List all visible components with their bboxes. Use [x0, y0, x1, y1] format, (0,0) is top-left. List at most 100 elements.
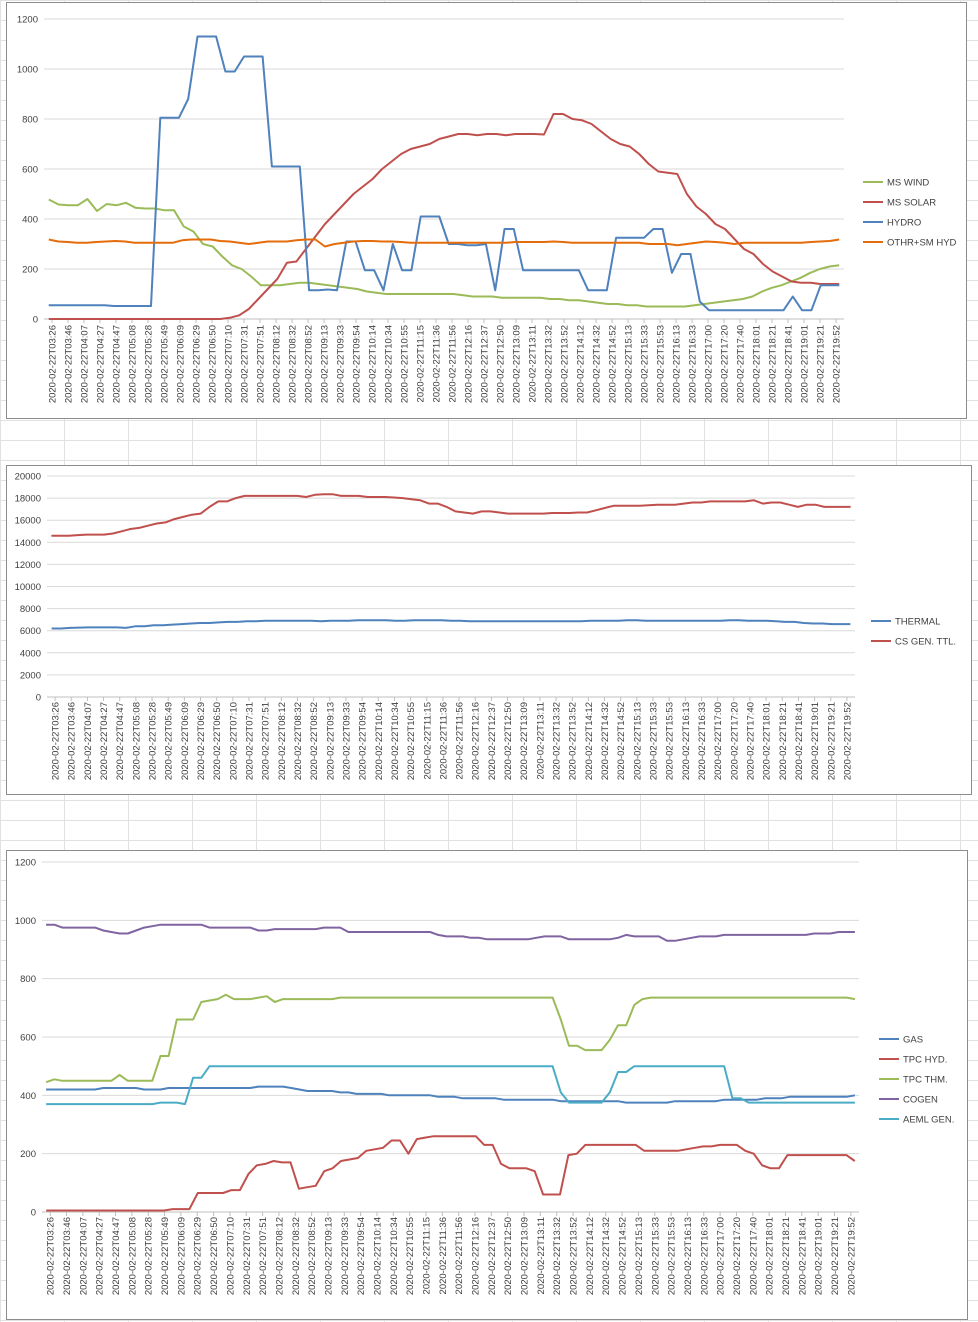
- x-tick-label: 2020-02-22T11:36: [432, 325, 443, 402]
- x-tick-label: 2020-02-22T10:14: [374, 702, 385, 780]
- x-tick-label: 2020-02-22T07:10: [224, 325, 235, 403]
- x-tick-label: 2020-02-22T14:52: [616, 702, 627, 780]
- x-tick-label: 2020-02-22T13:09: [519, 702, 530, 780]
- x-tick-label: 2020-02-22T06:50: [209, 1217, 220, 1295]
- x-tick-label: 2020-02-22T12:37: [487, 1217, 498, 1295]
- x-tick-label: 2020-02-22T10:34: [390, 702, 401, 780]
- x-tick-label: 2020-02-22T03:26: [46, 1217, 57, 1295]
- series-line-tpc-hyd-: [46, 1135, 856, 1212]
- series-line-ms-solar: [48, 113, 840, 320]
- x-tick-label: 2020-02-22T15:13: [632, 702, 643, 780]
- x-tick-label: 2020-02-22T09:33: [341, 702, 352, 780]
- x-tick-label: 2020-02-22T07:10: [228, 702, 239, 780]
- legend-label: OTHR+SM HYD: [887, 238, 957, 249]
- x-tick-label: 2020-02-22T11:56: [454, 1217, 465, 1294]
- x-tick-label: 2020-02-22T08:12: [274, 1217, 285, 1295]
- y-tick-label: 800: [22, 115, 38, 126]
- x-tick-label: 2020-02-22T08:12: [277, 702, 288, 780]
- x-tick-label: 2020-02-22T17:00: [713, 702, 724, 780]
- x-tick-label: 2020-02-22T14:52: [608, 325, 619, 403]
- x-tick-label: 2020-02-22T14:52: [618, 1217, 629, 1295]
- x-tick-label: 2020-02-22T10:34: [389, 1217, 400, 1295]
- x-tick-label: 2020-02-22T07:51: [256, 325, 267, 403]
- x-tick-label: 2020-02-22T06:29: [196, 702, 207, 780]
- x-tick-label: 2020-02-22T18:41: [784, 325, 795, 403]
- legend-label: TPC THM.: [903, 1075, 948, 1086]
- x-tick-label: 2020-02-22T04:07: [78, 1217, 89, 1295]
- y-tick-label: 1000: [17, 65, 38, 76]
- x-tick-label: 2020-02-22T09:13: [325, 702, 336, 780]
- x-tick-label: 2020-02-22T16:13: [672, 325, 683, 403]
- x-tick-label: 2020-02-22T19:01: [810, 702, 821, 780]
- x-tick-label: 2020-02-22T08:12: [272, 325, 283, 403]
- x-tick-label: 2020-02-22T14:32: [601, 1217, 612, 1295]
- y-tick-label: 18000: [15, 494, 41, 505]
- y-tick-label: 400: [20, 1091, 36, 1102]
- series-line-hydro: [48, 35, 840, 312]
- y-tick-label: 400: [22, 215, 38, 226]
- x-tick-label: 2020-02-22T17:00: [716, 1217, 727, 1295]
- x-tick-label: 2020-02-22T09:13: [323, 1217, 334, 1295]
- x-tick-label: 2020-02-22T13:09: [520, 1217, 531, 1295]
- series-line-cs-gen-ttl-: [51, 493, 851, 537]
- chart-1-svg: 0 200 400 600 800 1000 1200 2020-02-22T03:26 202…: [17, 15, 957, 404]
- x-tick-label: 2020-02-22T18:01: [752, 325, 763, 403]
- x-tick-label: 2020-02-22T17:40: [745, 702, 756, 780]
- x-tick-label: 2020-02-22T19:52: [832, 325, 843, 403]
- x-tick-label: 2020-02-22T13:11: [528, 325, 539, 402]
- y-tick-label: 1000: [15, 916, 36, 927]
- x-tick-label: 2020-02-22T04:47: [115, 702, 126, 780]
- x-tick-label: 2020-02-22T04:27: [99, 702, 110, 780]
- y-tick-label: 600: [22, 165, 38, 176]
- x-tick-label: 2020-02-22T06:29: [192, 325, 203, 403]
- legend-label: CS GEN. TTL.: [895, 637, 956, 648]
- chart-3-svg: 0 200 400 600 800 1000 1200 2020-02-22T03:26 202…: [15, 858, 955, 1296]
- x-tick-label: 2020-02-22T10:55: [406, 702, 417, 780]
- chart-3: 0 200 400 600 800 1000 1200 2020-02-22T03:26 202…: [6, 850, 968, 1320]
- x-tick-label: 2020-02-22T17:00: [704, 325, 715, 403]
- y-tick-label: 8000: [20, 604, 41, 615]
- chart-1: 0 200 400 600 800 1000 1200 2020-02-22T03:26 202…: [6, 2, 967, 419]
- x-tick-label: 2020-02-22T12:16: [464, 325, 475, 403]
- x-tick-label: 2020-02-22T11:36: [438, 702, 449, 779]
- legend-label: GAS: [903, 1035, 923, 1046]
- y-tick-label: 200: [20, 1149, 36, 1160]
- legend-label: AEML GEN.: [903, 1115, 954, 1126]
- chart-2-svg: 0 2000 4000 6000 8000 10000 12000 14000 16000 180…: [15, 472, 956, 781]
- series-line-othr-sm-hyd: [48, 238, 840, 248]
- x-tick-label: 2020-02-22T07:51: [258, 1217, 269, 1295]
- chart-2: 0 2000 4000 6000 8000 10000 12000 14000 16000 180…: [6, 465, 972, 795]
- x-tick-label: 2020-02-22T19:52: [842, 702, 853, 780]
- x-tick-label: 2020-02-22T09:54: [356, 1217, 367, 1295]
- x-tick-label: 2020-02-22T14:12: [584, 702, 595, 780]
- x-tick-label: 2020-02-22T19:52: [846, 1217, 857, 1295]
- x-tick-label: 2020-02-22T10:14: [368, 325, 379, 403]
- x-tick-label: 2020-02-22T06:09: [176, 1217, 187, 1295]
- x-tick-label: 2020-02-22T12:16: [471, 1217, 482, 1295]
- x-tick-label: 2020-02-22T16:13: [683, 1217, 694, 1295]
- x-tick-label: 2020-02-22T13:09: [512, 325, 523, 403]
- x-tick-label: 2020-02-22T04:07: [83, 702, 94, 780]
- legend-label: MS WIND: [887, 178, 929, 189]
- x-tick-label: 2020-02-22T11:15: [422, 702, 433, 779]
- x-tick-label: 2020-02-22T13:52: [568, 702, 579, 780]
- x-tick-label: 2020-02-22T04:27: [96, 325, 107, 403]
- x-tick-label: 2020-02-22T07:31: [240, 325, 251, 403]
- x-tick-label: 2020-02-22T05:28: [148, 702, 159, 780]
- x-tick-label: 2020-02-22T18:41: [794, 702, 805, 780]
- x-tick-label: 2020-02-22T04:47: [112, 325, 123, 403]
- x-tick-label: 2020-02-22T15:13: [634, 1217, 645, 1295]
- x-tick-label: 2020-02-22T04:27: [95, 1217, 106, 1295]
- x-tick-label: 2020-02-22T09:54: [352, 325, 363, 403]
- x-tick-label: 2020-02-22T06:09: [176, 325, 187, 403]
- x-tick-label: 2020-02-22T13:11: [536, 1217, 547, 1294]
- x-tick-label: 2020-02-22T10:55: [400, 325, 411, 403]
- x-tick-label: 2020-02-22T13:52: [560, 325, 571, 403]
- x-tick-label: 2020-02-22T18:01: [762, 702, 773, 780]
- x-tick-label: 2020-02-22T06:09: [180, 702, 191, 780]
- x-tick-label: 2020-02-22T12:16: [471, 702, 482, 780]
- x-tick-label: 2020-02-22T06:50: [212, 702, 223, 780]
- x-tick-label: 2020-02-22T16:33: [697, 702, 708, 780]
- legend-label: HYDRO: [887, 218, 921, 229]
- series-line-aeml-gen-: [46, 1065, 855, 1106]
